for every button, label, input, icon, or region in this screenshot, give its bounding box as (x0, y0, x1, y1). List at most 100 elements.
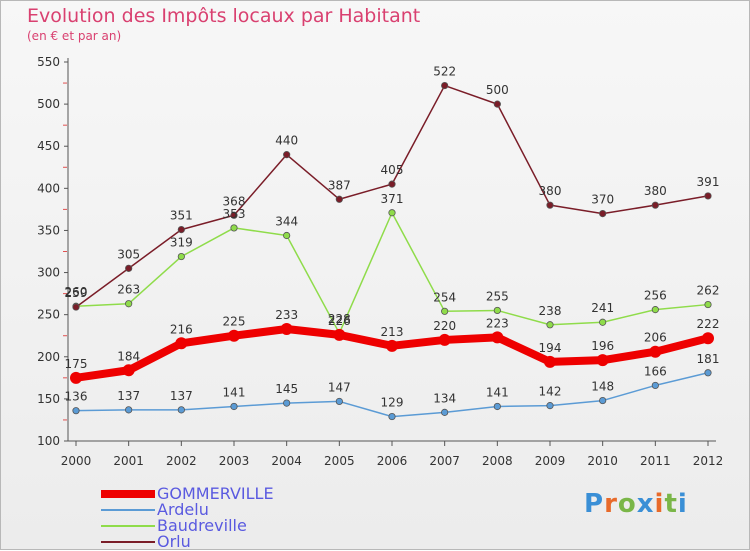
data-label: 184 (117, 349, 140, 363)
y-tick-label: 350 (37, 223, 60, 237)
data-point-gommerville (175, 337, 188, 350)
data-point-gommerville (491, 331, 504, 344)
data-label: 254 (433, 290, 456, 304)
data-point-gommerville (649, 345, 662, 358)
data-point-ardelu (230, 402, 238, 411)
data-label: 262 (697, 284, 720, 298)
x-tick-label: 2005 (324, 454, 355, 468)
x-tick-label: 2002 (166, 454, 197, 468)
y-tick-label: 200 (37, 350, 60, 364)
data-label: 134 (433, 391, 456, 405)
legend-label: Orlu (157, 532, 191, 551)
legend-label: Baudreville (157, 516, 247, 535)
data-label: 226 (328, 314, 351, 328)
x-tick-label: 2003 (219, 454, 250, 468)
data-label: 147 (328, 380, 351, 394)
data-point-orlu (704, 192, 712, 200)
x-tick-label: 2000 (61, 454, 92, 468)
data-label: 351 (170, 209, 193, 223)
chart-title: Evolution des Impôts locaux par Habitant (27, 5, 421, 27)
data-label: 260 (65, 285, 88, 299)
data-point-baudreville (441, 307, 449, 315)
data-point-orlu (546, 201, 554, 209)
data-point-gommerville (70, 371, 82, 384)
data-point-gommerville (122, 364, 135, 377)
data-label: 228 (328, 312, 351, 326)
data-point-baudreville (283, 231, 291, 240)
x-tick-label: 2004 (271, 454, 302, 468)
y-tick-label: 500 (37, 97, 60, 111)
data-point-baudreville (599, 318, 607, 326)
data-label: 233 (275, 308, 298, 322)
y-tick-label: 550 (37, 55, 60, 69)
data-point-gommerville (596, 354, 609, 367)
data-point-baudreville (704, 300, 712, 309)
y-tick-label: 250 (37, 308, 60, 322)
data-label: 145 (275, 382, 298, 396)
data-label: 319 (170, 236, 193, 250)
data-label: 137 (170, 389, 193, 403)
data-point-ardelu (177, 406, 185, 414)
data-label: 136 (65, 390, 88, 404)
data-point-baudreville (230, 224, 238, 232)
x-tick-label: 2001 (113, 454, 144, 468)
data-point-orlu (177, 226, 185, 234)
chart-subtitle: (en € et par an) (27, 29, 122, 43)
data-point-ardelu (441, 408, 449, 416)
data-label: 522 (433, 65, 456, 79)
data-label: 222 (697, 317, 720, 331)
data-point-gommerville (438, 333, 451, 346)
x-tick-label: 2008 (482, 454, 513, 468)
data-point-gommerville (280, 322, 293, 335)
data-point-ardelu (493, 402, 501, 411)
data-label: 241 (591, 301, 614, 315)
data-point-ardelu (704, 369, 712, 377)
x-tick-label: 2010 (587, 454, 618, 468)
data-point-orlu (651, 201, 659, 209)
data-label: 194 (539, 341, 562, 355)
data-point-baudreville (388, 209, 396, 217)
data-point-orlu (599, 210, 607, 218)
data-point-orlu (493, 100, 501, 108)
data-label: 206 (644, 331, 667, 345)
data-label: 216 (170, 322, 193, 336)
x-tick-label: 2012 (693, 454, 724, 468)
y-tick-label: 400 (37, 181, 60, 195)
data-label: 380 (539, 184, 562, 198)
data-point-baudreville (177, 252, 185, 261)
legend-label: Ardelu (157, 500, 209, 519)
data-point-ardelu (72, 407, 80, 415)
data-label: 500 (486, 83, 509, 97)
data-label: 368 (223, 194, 246, 208)
data-label: 344 (275, 214, 298, 228)
data-point-gommerville (544, 355, 556, 368)
x-tick-label: 2007 (429, 454, 460, 468)
data-label: 223 (486, 316, 509, 330)
legend-label: GOMMERVILLE (157, 484, 274, 503)
x-tick-label: 2006 (377, 454, 408, 468)
data-label: 391 (697, 175, 720, 189)
data-label: 353 (223, 207, 246, 221)
data-label: 370 (591, 193, 614, 207)
data-point-ardelu (388, 412, 396, 421)
data-point-baudreville (651, 306, 659, 314)
data-label: 256 (644, 289, 667, 303)
legend-swatch (101, 525, 155, 527)
data-label: 141 (223, 385, 246, 399)
data-point-ardelu (335, 397, 343, 406)
data-point-orlu (335, 195, 343, 203)
data-point-orlu (283, 151, 291, 159)
data-label: 440 (275, 134, 298, 148)
data-point-orlu (72, 303, 80, 311)
data-label: 141 (486, 385, 509, 399)
data-label: 137 (117, 389, 140, 403)
data-point-ardelu (125, 406, 133, 414)
data-label: 129 (381, 396, 404, 410)
y-tick-label: 150 (37, 392, 60, 406)
data-label: 405 (381, 163, 404, 177)
legend-swatch (101, 509, 155, 511)
data-label: 387 (328, 178, 351, 192)
data-label: 175 (65, 357, 88, 371)
data-point-ardelu (651, 381, 659, 390)
